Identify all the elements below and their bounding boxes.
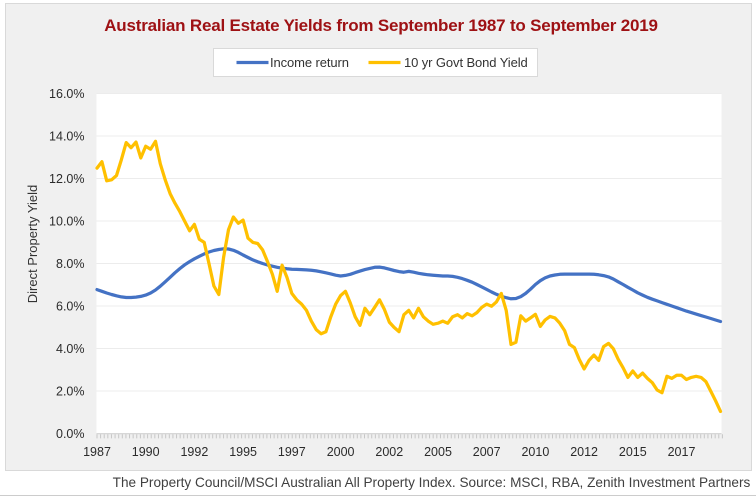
svg-text:2002: 2002 (375, 445, 403, 459)
svg-text:16.0%: 16.0% (49, 87, 84, 101)
svg-text:2000: 2000 (327, 445, 355, 459)
svg-text:2.0%: 2.0% (56, 385, 85, 399)
svg-text:2012: 2012 (570, 445, 598, 459)
svg-text:0.0%: 0.0% (56, 427, 85, 441)
svg-text:4.0%: 4.0% (56, 342, 85, 356)
svg-text:1997: 1997 (278, 445, 306, 459)
svg-text:Australian Real Estate Yields: Australian Real Estate Yields from Septe… (104, 16, 658, 35)
svg-text:2005: 2005 (424, 445, 452, 459)
svg-text:2017: 2017 (668, 445, 696, 459)
svg-text:10.0%: 10.0% (49, 215, 84, 229)
svg-text:2010: 2010 (521, 445, 549, 459)
svg-text:2007: 2007 (473, 445, 501, 459)
svg-text:14.0%: 14.0% (49, 130, 84, 144)
svg-text:1992: 1992 (180, 445, 208, 459)
svg-text:10 yr Govt Bond Yield: 10 yr Govt Bond Yield (404, 55, 528, 70)
svg-text:1990: 1990 (132, 445, 160, 459)
svg-text:12.0%: 12.0% (49, 172, 84, 186)
svg-text:Direct Property Yield: Direct Property Yield (25, 185, 40, 304)
svg-text:The Property Council/MSCI Aust: The Property Council/MSCI Australian All… (113, 475, 751, 490)
svg-text:8.0%: 8.0% (56, 257, 85, 271)
svg-text:2015: 2015 (619, 445, 647, 459)
svg-text:1995: 1995 (229, 445, 257, 459)
svg-text:1987: 1987 (83, 445, 111, 459)
svg-text:Income return: Income return (270, 55, 349, 70)
svg-text:6.0%: 6.0% (56, 300, 85, 314)
